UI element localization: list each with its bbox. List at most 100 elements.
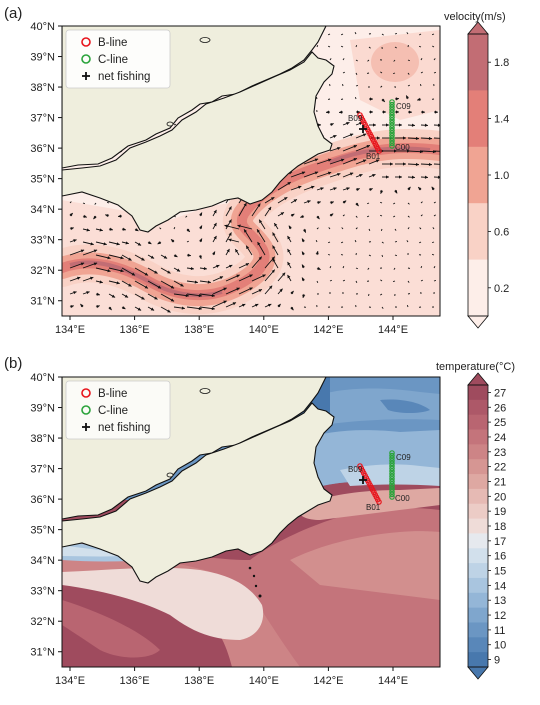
lat-tick-label: 36°N [30,494,55,506]
colorbar-tick-label: 16 [494,551,506,563]
colorbar-tick-label: 1.0 [494,170,509,182]
colorbar-segment [468,203,488,261]
panel-b: B09 B01 C09 C00 40°N 39°N 38°N 37°N 36°N 35°N… [4,355,515,687]
colorbar-tick-label: 27 [494,387,506,399]
c-line-station [389,114,395,121]
c-line-station [389,455,395,461]
colorbar-title-a: velocity(m/s) [444,11,506,23]
b-line-legend-marker [81,37,91,47]
net-fishing-marker [359,125,367,133]
lat-tick-label: 38°N [30,82,55,94]
b-line-station [376,499,382,505]
legend-net-fishing: net fishing [98,71,150,83]
c-line-station [389,109,395,116]
lon-tick-label: 142°E [313,675,343,687]
lat-tick-label: 40°N [30,21,55,33]
colorbar-segment [468,34,488,91]
c-line-station [389,483,395,490]
lat-tick-label: 35°N [30,525,55,537]
lon-tick-label: 138°E [184,324,214,336]
b-line-stations [357,463,382,505]
colorbar-tick-label: 9 [494,655,500,667]
lat-tick-label: 33°N [30,235,55,247]
colorbar-tick-label: 21 [494,476,506,488]
station-label-c09: C09 [396,102,411,111]
colorbar-segment [468,488,488,505]
lon-tick-label: 142°E [313,324,343,336]
panel-a: B09 B01 C09 C00 40°N 39°N 38°N 37°N 36°N 35°N… [4,5,509,336]
b-line-station [376,148,382,154]
station-label-b01: B01 [366,503,381,512]
lat-tick-label: 39°N [30,403,55,415]
colorbar-tick-label: 13 [494,595,506,607]
station-label-c00: C00 [395,494,410,503]
lon-tick-label: 138°E [184,675,214,687]
c-line-stations [389,99,395,149]
c-line-legend-marker [81,405,91,415]
lat-tick-label: 37°N [30,464,55,476]
c-line-station [389,486,395,493]
colorbar-extend-min [467,315,489,329]
lat-tick-label: 36°N [30,143,55,155]
c-line-station [389,450,395,456]
c-line-station [389,101,395,108]
colorbar-segment [468,548,488,564]
colorbar-tick-label: 15 [494,566,506,578]
lat-tick-label: 38°N [30,433,55,445]
station-label-b01: B01 [366,152,381,161]
c-line-station [389,494,395,500]
colorbar-tick-label: 23 [494,447,506,459]
velocity-map: B09 B01 C09 C00 [62,26,440,316]
lat-tick-label: 31°N [30,296,55,308]
legend-b-line: B-line [98,37,127,49]
c-line-station [389,119,395,126]
station-label-c09: C09 [396,453,411,462]
colorbar-tick-label: 14 [494,580,506,592]
c-line-station [389,491,395,498]
lat-tick-label: 32°N [30,265,55,277]
colorbar-extend-min [467,666,489,680]
panel-label-a: (a) [4,5,22,22]
c-line-station [389,452,395,459]
lat-tick-label: 34°N [30,555,55,567]
colorbar-tick-label: 20 [494,491,506,503]
colorbar-segment [468,259,488,317]
colorbar-tick-label: 10 [494,640,506,652]
colorbar-title-b: temperature(°C) [436,361,515,373]
c-line-station [389,489,395,495]
c-line-station [389,478,395,485]
colorbar-tick-label: 24 [494,432,506,444]
c-line-station [389,132,395,139]
lat-tick-label: 31°N [30,647,55,659]
station-label-c00: C00 [395,143,410,152]
lat-tick-label: 35°N [30,174,55,186]
colorbar-tick-label: 11 [494,625,505,637]
colorbar-segment [468,429,488,445]
c-line-station [389,463,395,469]
colorbar-segment [468,459,488,475]
colorbar-segment [468,563,488,579]
c-line-station [389,112,395,118]
colorbar-b: 27 26 25 24 23 22 21 20 19 18 17 16 15 14 13 12 11 10 9 [467,372,506,680]
c-line-station [389,140,395,147]
c-line-station [389,143,395,149]
panel-label-b: (b) [4,355,22,372]
colorbar-segment [468,622,488,638]
legend-net-fishing: net fishing [98,422,150,434]
axis-ticks-b: 40°N 39°N 38°N 37°N 36°N 35°N 34°N 33°N 32°N 31°N… [30,372,408,687]
lon-tick-label: 140°E [249,324,279,336]
c-line-station [389,481,395,487]
lon-tick-label: 140°E [249,675,279,687]
c-line-station [389,106,395,113]
colorbar-segment [468,474,488,490]
legend-b: B-line C-line net fishing [65,380,171,440]
lat-tick-label: 33°N [30,586,55,598]
lon-tick-label: 144°E [378,324,408,336]
b-line-legend-marker [81,388,91,398]
c-line-station [389,130,395,136]
colorbar-segment [468,399,488,416]
colorbar-tick-label: 1.8 [494,57,509,69]
colorbar-extend-max [467,21,489,35]
colorbar-segment [468,607,488,623]
